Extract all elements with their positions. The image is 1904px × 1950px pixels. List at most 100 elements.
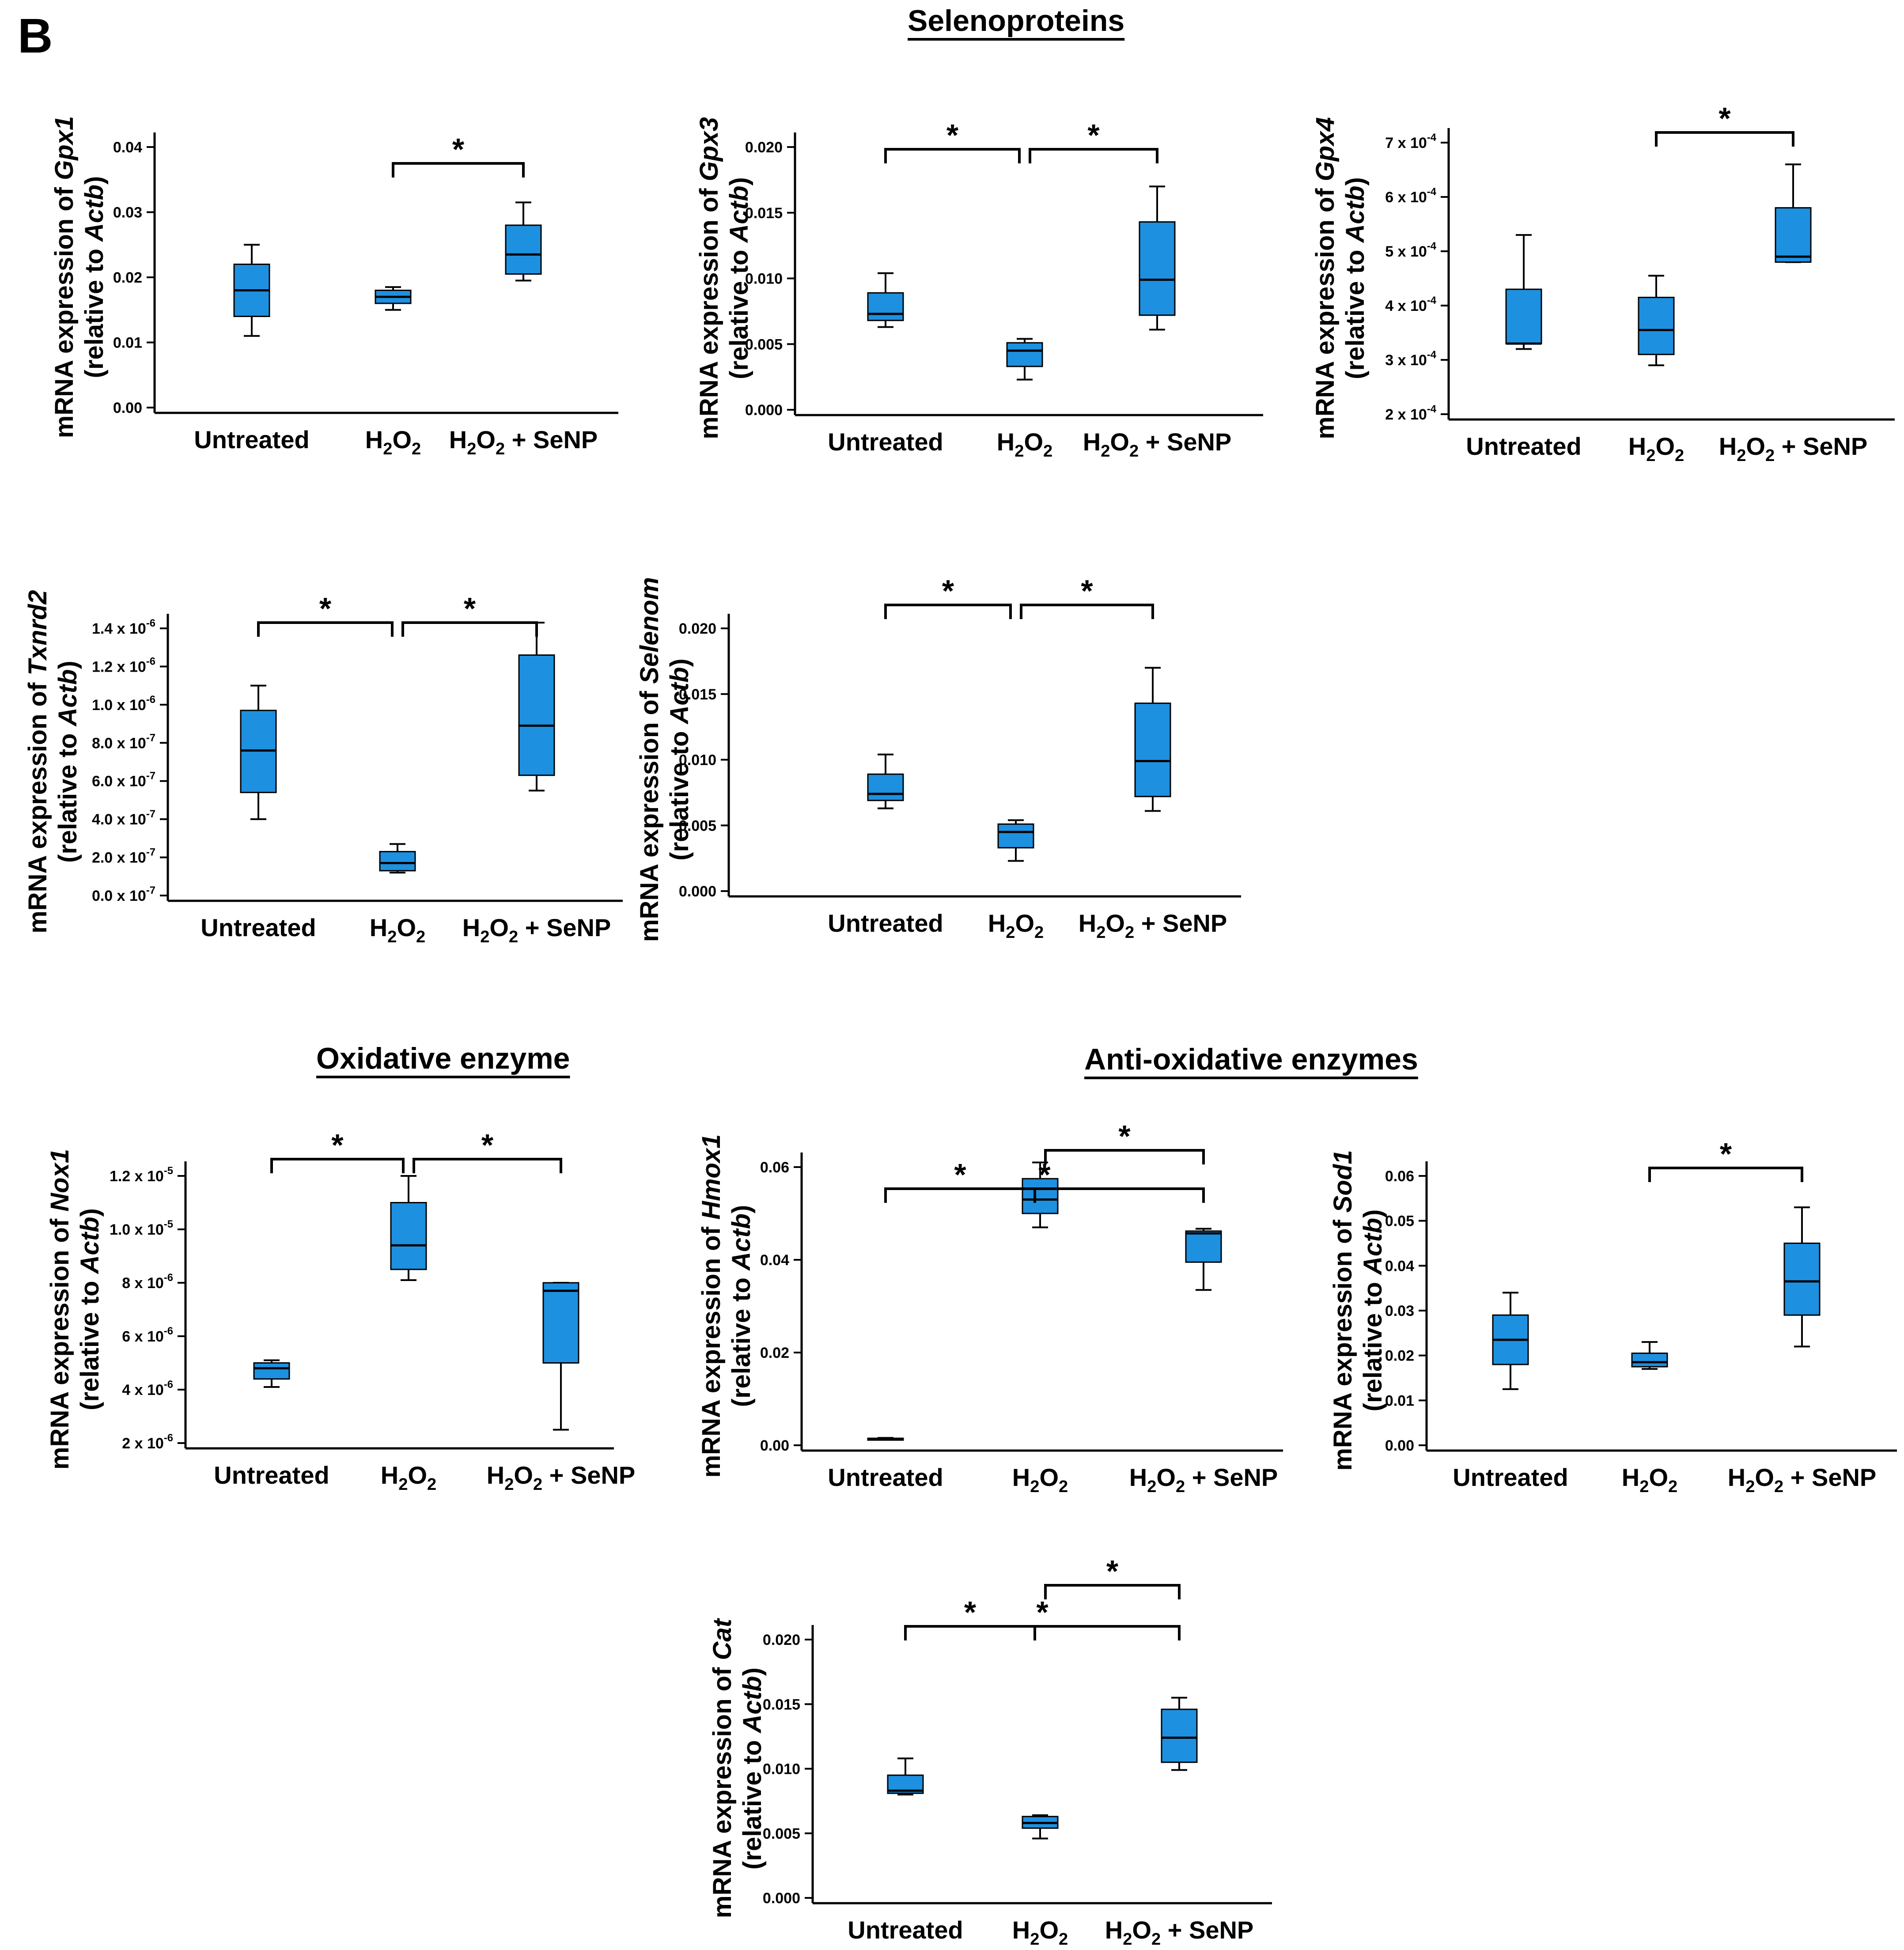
chart-gpx4: 2 x 10-4 3 x 10-4 4 x 10-4 5 x 10-4 6 x 10-4…: [1311, 101, 1895, 465]
y-tick-label: 8 x 10-6: [122, 1272, 173, 1292]
box-h2o2: [997, 819, 1034, 862]
y-tick-label: 0.06: [1385, 1168, 1414, 1185]
y-tick-label: 0.02: [760, 1345, 789, 1361]
y-tick-label: 0.04: [760, 1252, 789, 1269]
category-label-1: H2O2: [1622, 1463, 1677, 1496]
box-untreated: [887, 1757, 924, 1795]
box-iqr: [1775, 207, 1812, 263]
y-tick-label: 2.0 x 10-7: [92, 847, 155, 866]
y-tick-label: 0.005: [745, 336, 783, 353]
significance-bracket: *: [392, 132, 525, 178]
y-axis-label: mRNA expression of Nox1(relative to Actb…: [45, 1149, 104, 1470]
box-untreated: [1492, 1292, 1529, 1390]
box-untreated: [233, 244, 270, 337]
box-iqr: [1783, 1243, 1821, 1316]
significance-bracket: *: [270, 1128, 405, 1173]
category-label-0: Untreated: [828, 428, 943, 456]
y-tick-label: 0.05: [1385, 1213, 1414, 1230]
box-h2o2-senp: [1161, 1697, 1198, 1771]
box-iqr: [1022, 1178, 1059, 1214]
box-iqr: [1134, 703, 1171, 797]
y-axis-label: mRNA expression of Hmox1(relative to Act…: [697, 1134, 756, 1478]
y-tick-label: 0.02: [113, 269, 142, 286]
panel-label: B: [18, 9, 53, 63]
box-iqr: [253, 1362, 290, 1380]
y-tick-label: 0.005: [763, 1825, 800, 1842]
y-tick-label: 0.020: [745, 139, 783, 156]
y-tick-label: 4 x 10-6: [122, 1379, 173, 1398]
y-tick-label: 0.01: [113, 335, 142, 351]
box-h2o2-senp: [1139, 185, 1176, 331]
y-tick-label: 6 x 10-6: [122, 1325, 173, 1345]
y-tick-label: 2 x 10-4: [1385, 403, 1436, 423]
y-axis-label: mRNA expression of Gpx1(relative to Actb…: [50, 116, 109, 438]
box-iqr: [1638, 297, 1675, 355]
box-untreated: [867, 272, 904, 328]
significance-star: *: [942, 574, 954, 608]
section-title-oxidative-enzyme: Oxidative enzyme: [316, 1042, 570, 1075]
y-tick-label: 1.0 x 10-5: [110, 1218, 173, 1238]
y-tick-label: 0.015: [745, 205, 783, 222]
category-label-1: H2O2: [381, 1461, 436, 1494]
box-h2o2: [1631, 1341, 1668, 1370]
y-tick-label: 0.00: [760, 1437, 789, 1454]
significance-star: *: [1720, 1137, 1732, 1171]
category-label-1: H2O2: [988, 909, 1044, 942]
box-h2o2: [1022, 1161, 1059, 1228]
y-tick-label: 0.06: [760, 1159, 789, 1176]
significance-star: *: [452, 132, 465, 166]
box-iqr: [518, 654, 555, 776]
section-title-anti-oxidative-enzymes: Anti-oxidative enzymes: [1084, 1043, 1418, 1076]
y-axis-label: mRNA expression of Selenom(relative to A…: [635, 577, 694, 942]
y-tick-label: 5 x 10-4: [1385, 240, 1436, 260]
box-h2o2-senp: [505, 201, 542, 282]
box-h2o2-senp: [1775, 163, 1812, 263]
box-h2o2: [1022, 1814, 1059, 1840]
box-iqr: [1631, 1353, 1668, 1368]
category-label-2: H2O2 + SeNP: [449, 426, 598, 458]
y-axis-label: mRNA expression of Cat(relative to Actb): [708, 1617, 767, 1918]
box-iqr: [1161, 1708, 1198, 1763]
category-label-1: H2O2: [370, 914, 425, 946]
y-tick-label: 0.00: [113, 400, 142, 416]
y-tick-label: 0.01: [1385, 1392, 1414, 1409]
box-h2o2: [390, 1175, 427, 1281]
category-label-0: Untreated: [1466, 432, 1581, 460]
significance-bracket: *: [884, 1157, 1036, 1203]
box-iqr: [390, 1202, 427, 1270]
significance-bracket: *: [1655, 101, 1794, 147]
box-untreated: [867, 753, 904, 809]
box-iqr: [1139, 221, 1176, 316]
significance-star: *: [1719, 101, 1731, 136]
significance-star: *: [1036, 1595, 1049, 1629]
y-tick-label: 1.2 x 10-5: [110, 1165, 173, 1185]
significance-star: *: [1038, 1157, 1051, 1192]
significance-star: *: [946, 118, 959, 152]
y-tick-label: 3 x 10-4: [1385, 349, 1436, 369]
significance-star: *: [331, 1128, 344, 1162]
significance-star: *: [481, 1128, 494, 1162]
y-tick-label: 0.015: [679, 686, 716, 703]
y-tick-label: 0.010: [763, 1761, 800, 1778]
box-iqr: [379, 851, 416, 872]
category-label-0: Untreated: [848, 1916, 963, 1944]
category-label-2: H2O2 + SeNP: [1105, 1916, 1254, 1949]
y-tick-label: 4.0 x 10-7: [92, 808, 155, 828]
significance-bracket: *: [1044, 1554, 1181, 1599]
significance-star: *: [319, 591, 332, 626]
y-tick-label: 1.0 x 10-6: [92, 694, 155, 714]
chart-nox1: 2 x 10-6 4 x 10-6 6 x 10-6 8 x 10-6 1.0 x 10…: [45, 1128, 635, 1494]
significance-bracket: *: [1029, 118, 1158, 163]
significance-bracket: *: [1648, 1137, 1803, 1182]
box-iqr: [1006, 342, 1043, 367]
y-tick-label: 0.005: [679, 817, 716, 834]
significance-bracket: *: [884, 118, 1021, 163]
significance-bracket: *: [257, 591, 394, 637]
category-label-2: H2O2 + SeNP: [1129, 1463, 1278, 1496]
y-tick-label: 1.2 x 10-6: [92, 655, 155, 675]
y-tick-label: 0.00: [1385, 1437, 1414, 1454]
y-tick-label: 1.4 x 10-6: [92, 617, 155, 637]
